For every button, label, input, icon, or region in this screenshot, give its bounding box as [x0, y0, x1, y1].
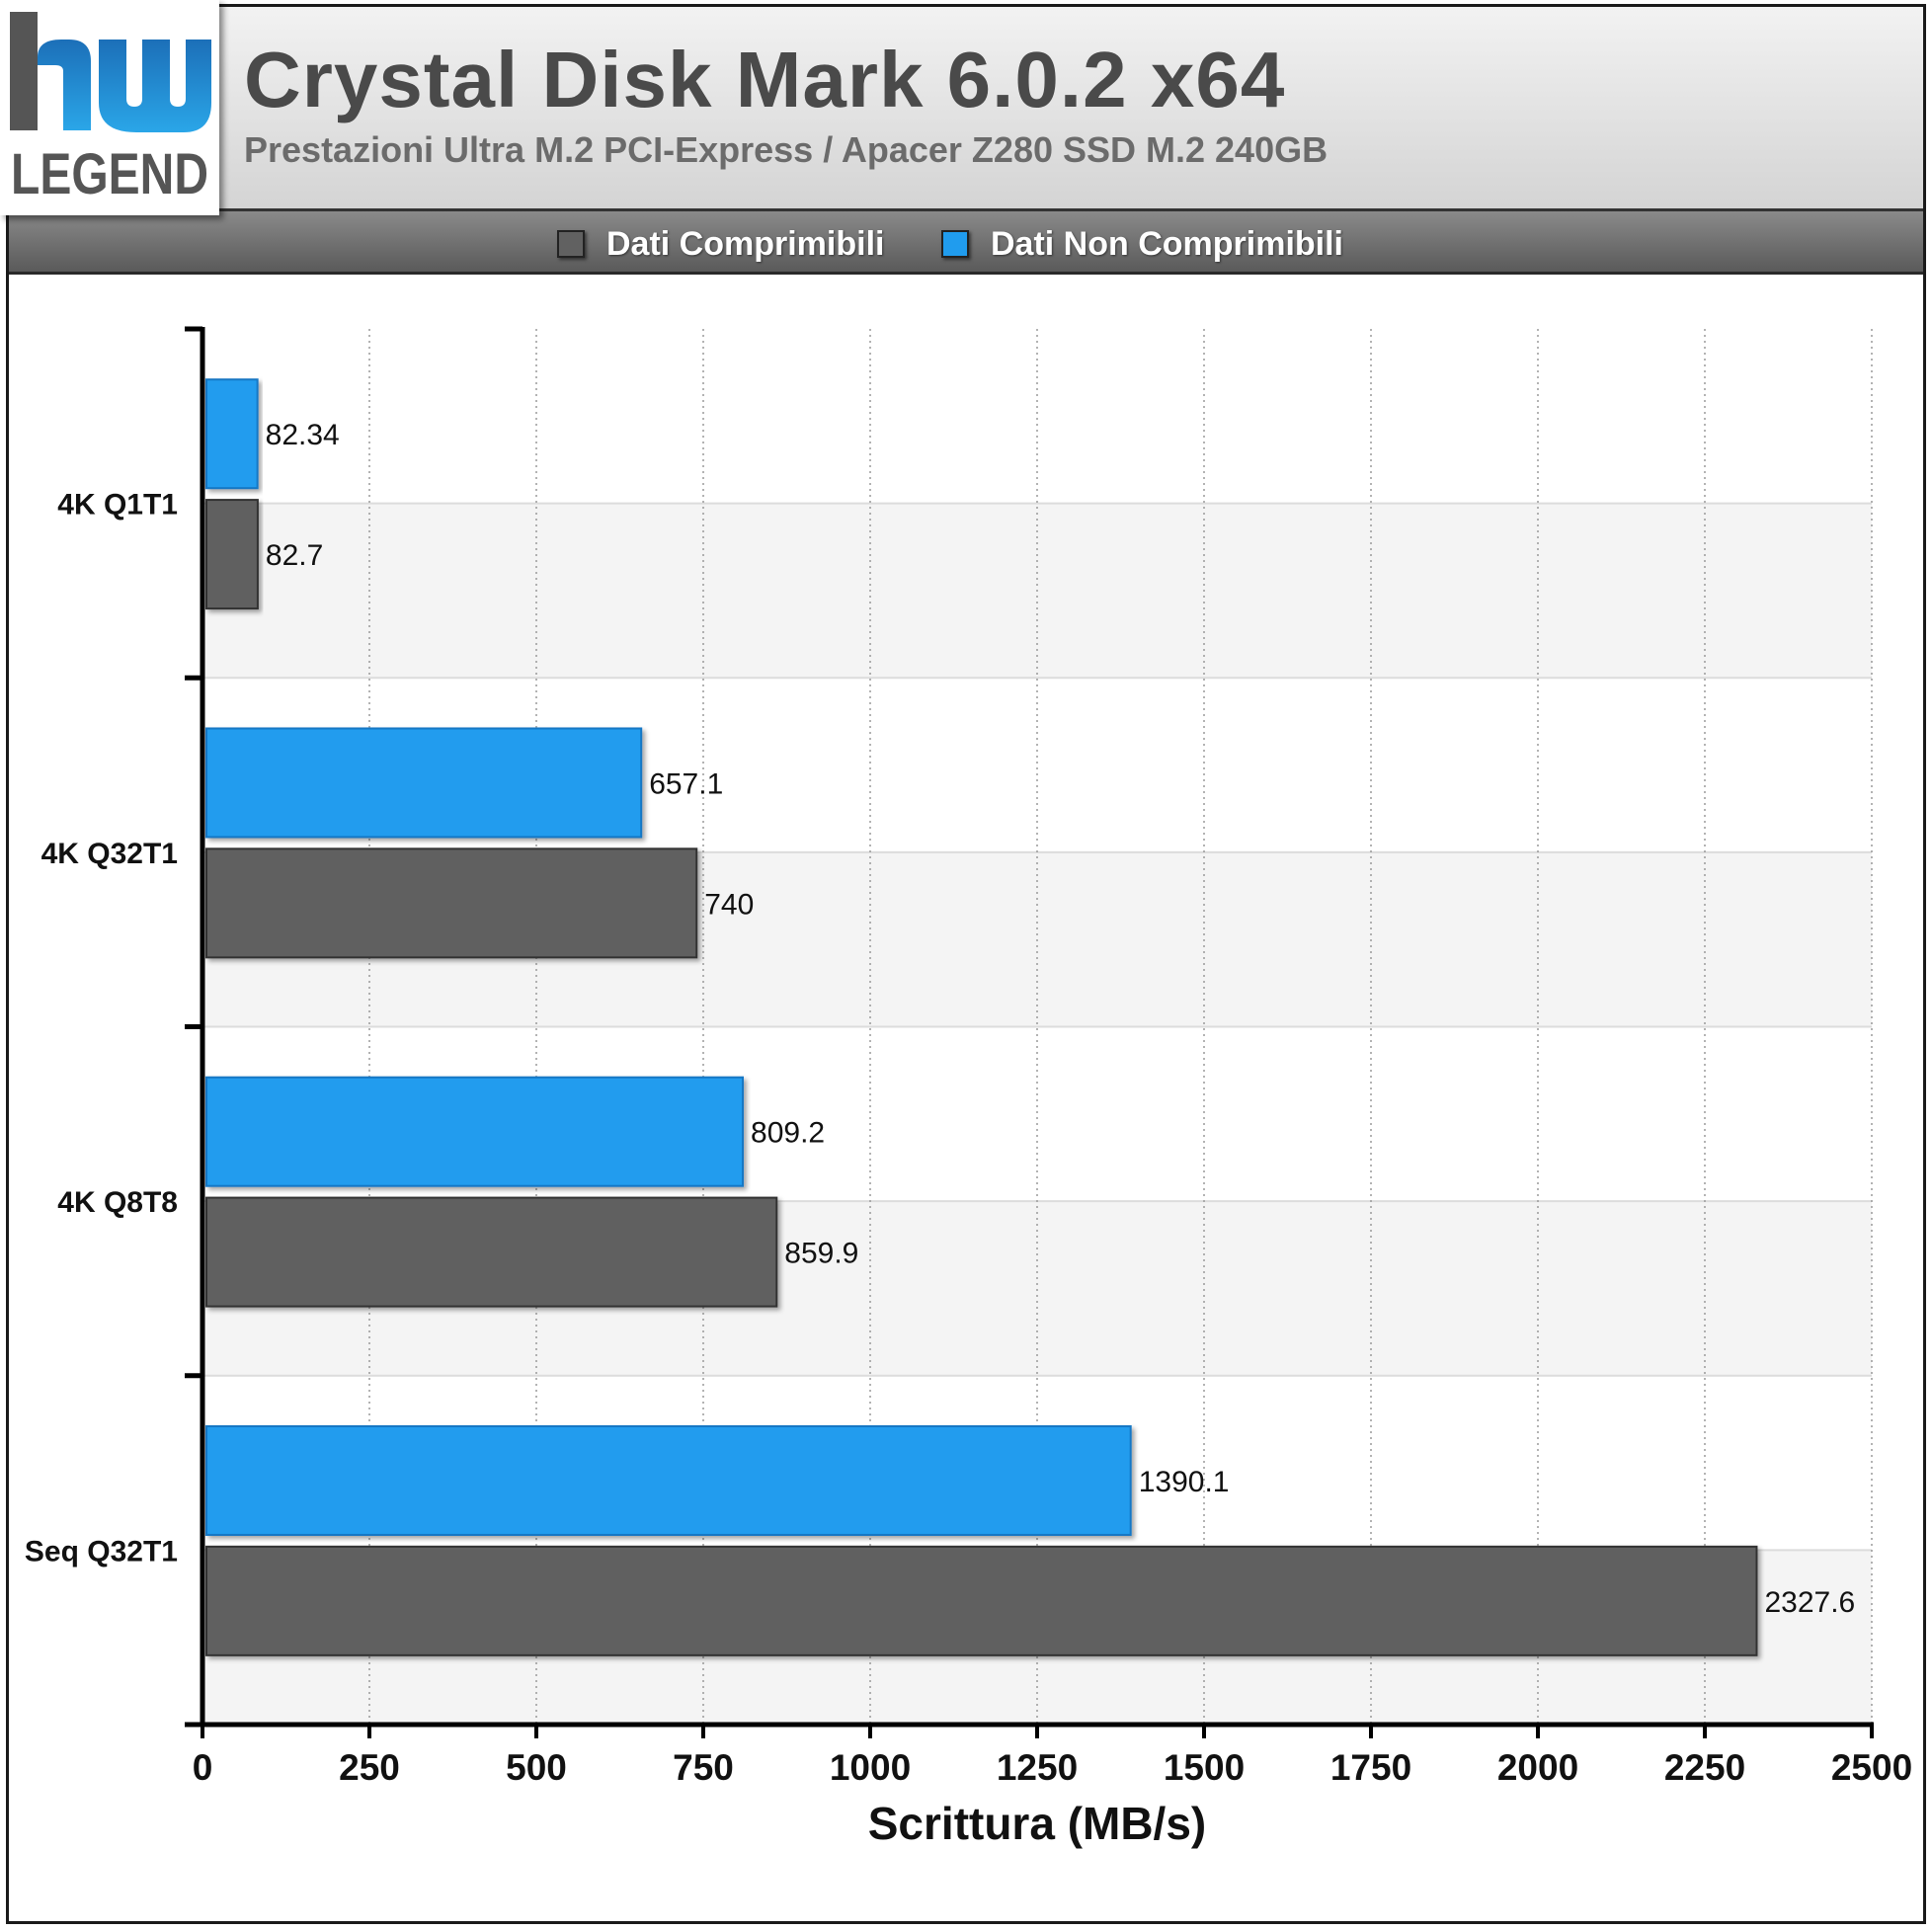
x-tick-label: 1250 — [997, 1747, 1078, 1788]
chart-header: Crystal Disk Mark 6.0.2 x64 Prestazioni … — [9, 7, 1923, 211]
data-label: 657.1 — [649, 767, 723, 800]
bar-non-compressible — [205, 1424, 1132, 1536]
category-label: 4K Q1T1 — [57, 489, 178, 522]
bar-compressible — [205, 499, 259, 610]
data-label: 859.9 — [784, 1238, 858, 1270]
category-label: Seq Q32T1 — [25, 1535, 178, 1568]
x-tick-label: 2500 — [1831, 1747, 1912, 1788]
chart-subtitle: Prestazioni Ultra M.2 PCI-Express / Apac… — [244, 129, 1328, 170]
x-tick-label: 750 — [673, 1747, 734, 1788]
x-tick-label: 1750 — [1330, 1747, 1411, 1788]
hwlegend-logo: LEGEND — [0, 0, 219, 215]
data-label: 809.2 — [751, 1117, 825, 1150]
x-tick-label: 2000 — [1497, 1747, 1578, 1788]
x-tick-label: 250 — [339, 1747, 400, 1788]
data-label: 1390.1 — [1139, 1466, 1230, 1498]
logo-graphic: LEGEND — [10, 12, 211, 206]
bar-non-compressible — [205, 1076, 745, 1187]
band-upper — [202, 329, 1872, 504]
chart-title: Crystal Disk Mark 6.0.2 x64 — [244, 36, 1286, 123]
legend-swatch-non-compressible — [941, 230, 969, 258]
x-axis-title: Scrittura (MB/s) — [868, 1798, 1206, 1849]
legend-label-non-compressible: Dati Non Comprimibili — [991, 224, 1343, 263]
bar-compressible — [205, 1196, 778, 1308]
category-label: 4K Q8T8 — [57, 1186, 178, 1219]
legend-item-compressible: Dati Comprimibili — [557, 224, 884, 264]
legend-swatch-compressible — [557, 230, 585, 258]
category-label: 4K Q32T1 — [41, 838, 178, 870]
x-tick-label: 1500 — [1164, 1747, 1245, 1788]
legend-item-non-compressible: Dati Non Comprimibili — [941, 224, 1343, 264]
data-label: 2327.6 — [1764, 1586, 1855, 1619]
bar-non-compressible — [205, 378, 259, 490]
x-tick-label: 2250 — [1664, 1747, 1745, 1788]
data-label: 82.34 — [266, 419, 340, 451]
data-label: 740 — [704, 888, 754, 921]
x-tick-label: 1000 — [830, 1747, 911, 1788]
legend: Dati Comprimibili Dati Non Comprimibili — [9, 211, 1923, 275]
legend-label-compressible: Dati Comprimibili — [606, 224, 885, 263]
data-label: 82.7 — [266, 539, 323, 572]
x-tick-label: 0 — [193, 1747, 213, 1788]
x-tick-label: 500 — [506, 1747, 567, 1788]
bar-non-compressible — [205, 727, 643, 839]
svg-text:LEGEND: LEGEND — [11, 142, 208, 206]
bar-compressible — [205, 1545, 1758, 1656]
bar-compressible — [205, 847, 698, 959]
